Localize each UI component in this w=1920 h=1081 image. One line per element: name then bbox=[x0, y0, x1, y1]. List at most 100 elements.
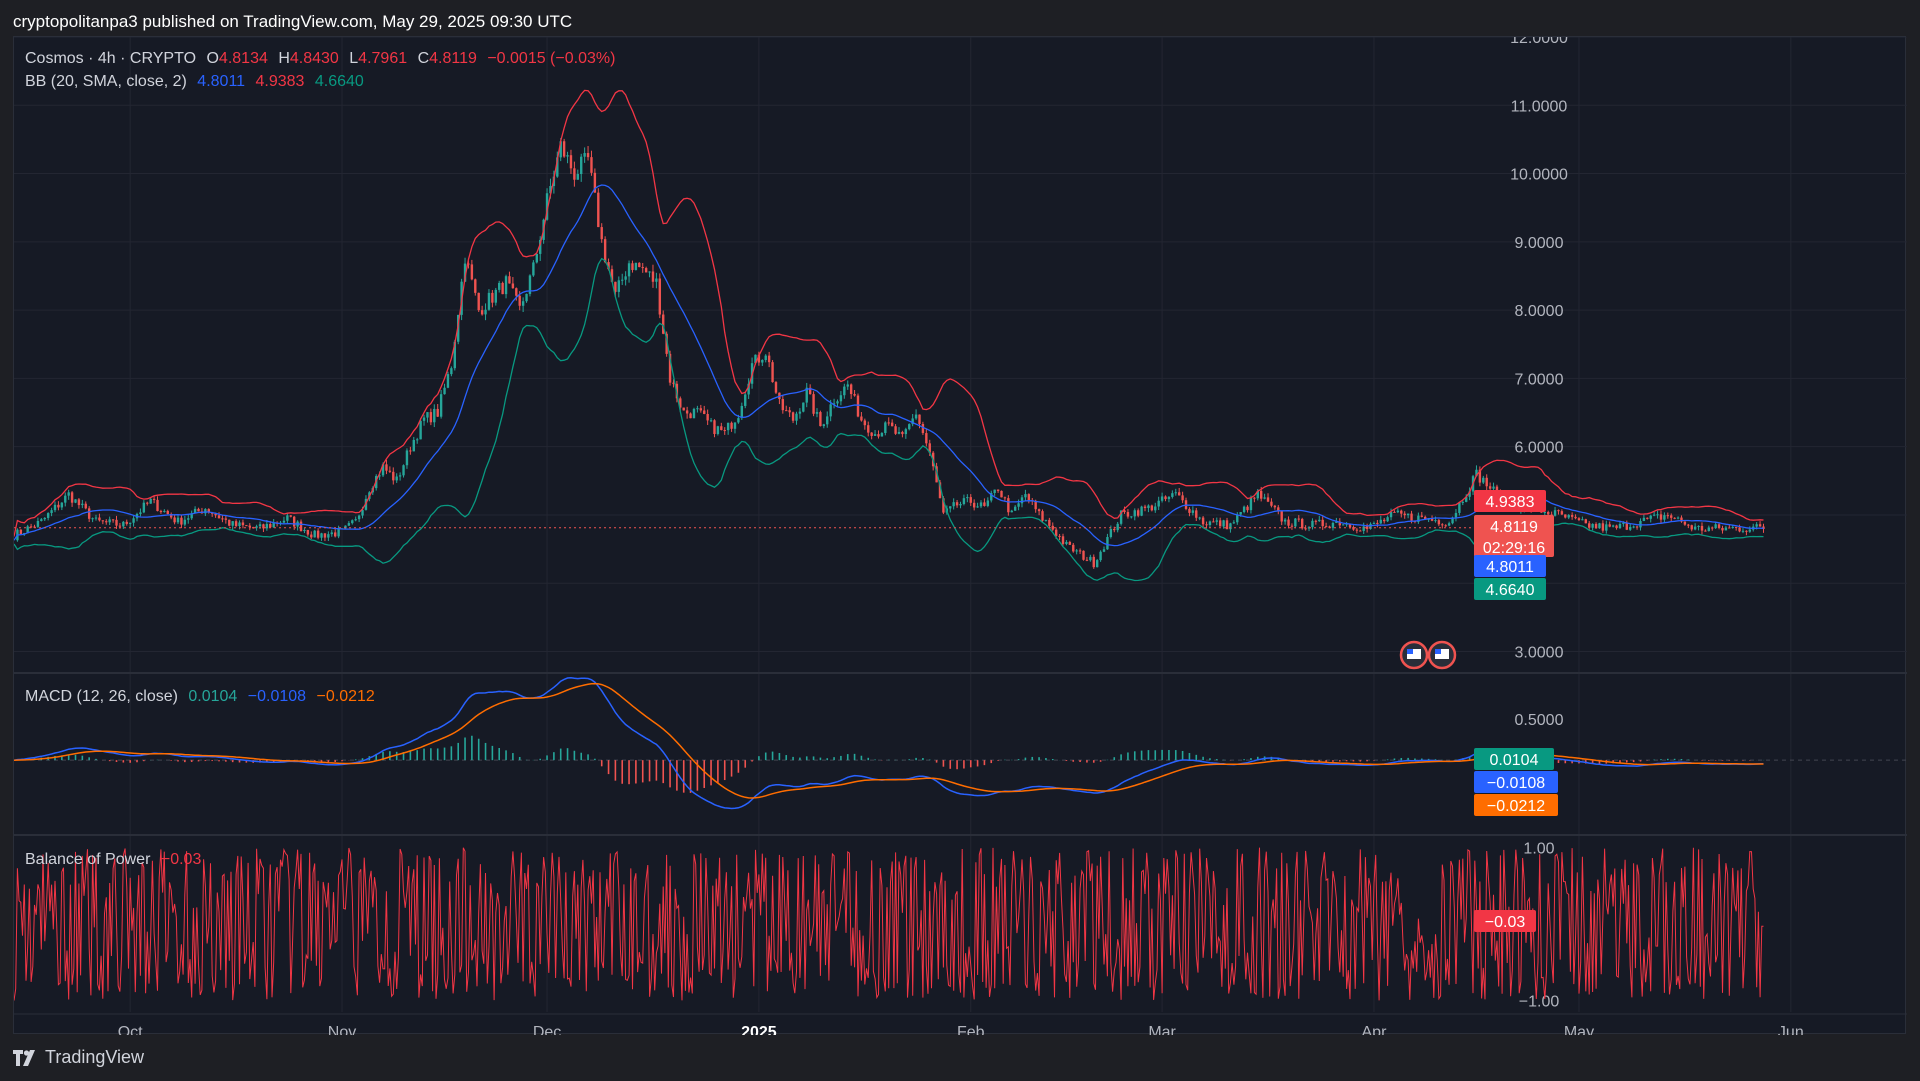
candle-body bbox=[781, 399, 785, 411]
candle-body bbox=[884, 422, 887, 434]
bop-value: −0.03 bbox=[160, 851, 202, 868]
candle-body bbox=[1615, 525, 1618, 529]
candle-body bbox=[935, 466, 938, 483]
candle-body bbox=[1389, 511, 1393, 518]
open-value: 4.8134 bbox=[218, 50, 268, 67]
candle-body bbox=[1714, 524, 1717, 529]
candle-body bbox=[590, 157, 593, 173]
candle-body bbox=[562, 141, 566, 157]
candle-body bbox=[972, 502, 976, 508]
symbol-label[interactable]: Cosmos · 4h · CRYPTO bbox=[25, 50, 197, 67]
candle-body bbox=[351, 520, 354, 524]
tradingview-logo[interactable]: TradingView bbox=[13, 1047, 144, 1068]
candle-body bbox=[221, 518, 224, 520]
candle-body bbox=[1027, 494, 1031, 501]
candle-body bbox=[357, 515, 361, 520]
candle-body bbox=[1133, 510, 1136, 517]
candle-body bbox=[1711, 527, 1714, 529]
macd-signal-value: −0.0212 bbox=[316, 688, 375, 705]
candle-body bbox=[1591, 523, 1594, 528]
bb-label[interactable]: BB (20, SMA, close, 2) bbox=[25, 73, 187, 90]
candle-body bbox=[494, 289, 497, 303]
bop-line bbox=[14, 847, 1764, 1001]
macd-label[interactable]: MACD (12, 26, close) bbox=[25, 688, 178, 705]
bb-upper-line bbox=[14, 89, 1764, 537]
candle-body bbox=[1454, 512, 1458, 518]
candle-body bbox=[1738, 527, 1741, 532]
candle-body bbox=[501, 282, 504, 295]
candle-body bbox=[1594, 523, 1598, 529]
chart-frame[interactable]: 12.0000 11.0000 10.0000 9.0000 8.0000 7.0000 6… bbox=[13, 36, 1907, 1035]
open-label: O bbox=[206, 50, 219, 67]
candle-body bbox=[231, 521, 234, 526]
candle-body bbox=[1622, 522, 1625, 524]
candle-body bbox=[1283, 519, 1287, 522]
candle-body bbox=[180, 517, 183, 525]
candle-body bbox=[1611, 525, 1615, 527]
close-value: 4.8119 bbox=[429, 50, 477, 67]
candle-body bbox=[754, 354, 757, 364]
candle-body bbox=[774, 382, 778, 393]
tradingview-brand: TradingView bbox=[45, 1047, 145, 1067]
candle-body bbox=[1393, 511, 1396, 513]
candle-body bbox=[1625, 522, 1629, 530]
candle-body bbox=[149, 498, 152, 504]
candle-body bbox=[1054, 529, 1058, 536]
candle-body bbox=[1212, 521, 1215, 523]
candle-body bbox=[207, 509, 210, 513]
candle-body bbox=[709, 420, 713, 422]
price-tick-label: 7.0000 bbox=[1515, 371, 1564, 388]
candle-body bbox=[959, 503, 962, 506]
candle-body bbox=[867, 425, 870, 433]
candle-body bbox=[1676, 517, 1680, 519]
candle-body bbox=[245, 525, 248, 527]
candle-body bbox=[416, 439, 419, 441]
candle-body bbox=[193, 508, 197, 514]
candle-body bbox=[802, 402, 805, 412]
candle-body bbox=[549, 186, 552, 194]
candle-body bbox=[1485, 477, 1488, 487]
candle-body bbox=[1239, 512, 1242, 515]
chart-canvas[interactable]: 12.0000 11.0000 10.0000 9.0000 8.0000 7.0000 6… bbox=[14, 37, 1907, 1035]
candle-body bbox=[1331, 522, 1335, 528]
candle-body bbox=[600, 227, 603, 240]
candle-body bbox=[1670, 515, 1673, 518]
candle-body bbox=[1150, 505, 1154, 511]
candle-body bbox=[1690, 525, 1693, 530]
candle-body bbox=[163, 510, 166, 512]
candle-body bbox=[1266, 497, 1270, 502]
candle-body bbox=[1434, 520, 1437, 522]
candle-body bbox=[1704, 530, 1707, 532]
candle-body bbox=[1693, 526, 1697, 530]
candle-body bbox=[1588, 523, 1591, 528]
bop-label[interactable]: Balance of Power bbox=[25, 851, 151, 868]
candle-body bbox=[1410, 513, 1413, 521]
candle-body bbox=[159, 511, 163, 513]
candle-body bbox=[87, 508, 91, 519]
candle-body bbox=[969, 497, 972, 503]
bb-basis-value: 4.8011 bbox=[197, 73, 246, 90]
candle-body bbox=[791, 412, 795, 421]
candle-body bbox=[853, 394, 856, 396]
candle-body bbox=[1314, 520, 1318, 522]
candle-body bbox=[1731, 526, 1734, 528]
candle-body bbox=[173, 517, 176, 523]
candle-body bbox=[586, 153, 590, 158]
candle-body bbox=[914, 414, 918, 419]
candle-body bbox=[894, 426, 897, 434]
candle-body bbox=[1748, 529, 1752, 532]
macd-hist-tag: 0.0104 bbox=[1490, 752, 1539, 769]
candle-body bbox=[518, 295, 521, 306]
candle-body bbox=[29, 526, 33, 528]
economic-event-flag-canton bbox=[1407, 649, 1413, 654]
candle-body bbox=[1222, 520, 1225, 527]
candle-body bbox=[330, 532, 333, 535]
candle-body bbox=[251, 527, 255, 529]
candle-body bbox=[361, 509, 364, 516]
candle-body bbox=[689, 413, 692, 419]
candle-body bbox=[64, 495, 67, 503]
candle-body bbox=[1085, 559, 1089, 561]
macd-tick-label: 0.5000 bbox=[1515, 712, 1564, 729]
candle-body bbox=[412, 439, 415, 452]
candle-body bbox=[388, 470, 392, 472]
